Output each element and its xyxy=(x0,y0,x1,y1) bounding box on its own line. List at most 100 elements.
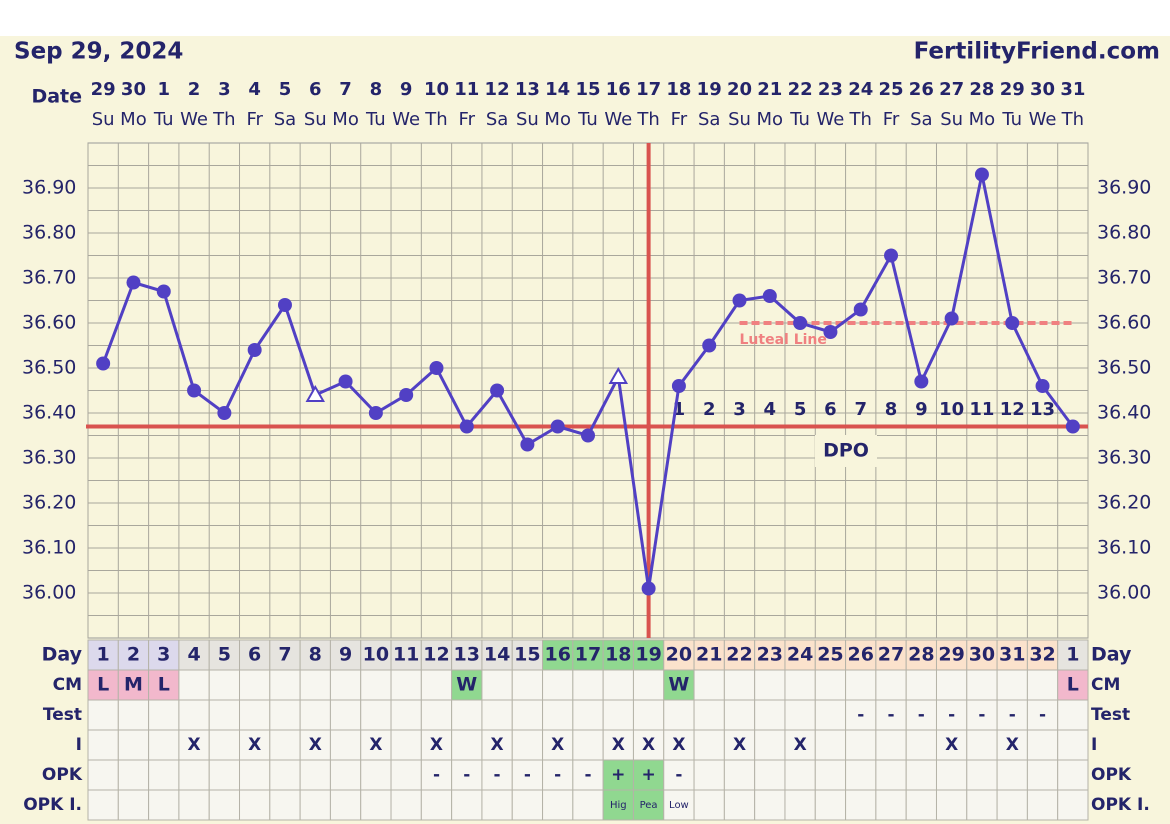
row-label: CM xyxy=(53,675,82,695)
weekday-label: Tu xyxy=(365,109,386,130)
table-cell xyxy=(420,699,453,731)
table-cell xyxy=(996,759,1028,791)
table-cell xyxy=(1026,759,1059,791)
table-cell xyxy=(360,789,392,821)
dpo-number: 2 xyxy=(703,399,716,420)
cell-text: X xyxy=(430,735,443,755)
table-cell xyxy=(935,699,968,731)
cell-text: 30 xyxy=(969,644,995,666)
table-cell xyxy=(784,669,816,701)
cell-text: X xyxy=(672,735,685,755)
table-cell xyxy=(269,699,301,731)
cell-text: X xyxy=(551,735,564,755)
table-cell xyxy=(329,699,362,731)
table-cell xyxy=(299,699,331,731)
table-cell xyxy=(996,669,1028,701)
table-cell xyxy=(814,759,847,791)
table-cell xyxy=(602,669,634,701)
y-tick-label-right: 36.40 xyxy=(1097,402,1151,424)
cell-text: - xyxy=(433,765,440,785)
cell-text: L xyxy=(1067,674,1079,696)
weekday-label: We xyxy=(1029,109,1057,130)
table-cell xyxy=(663,639,695,671)
dpo-number: 10 xyxy=(939,399,964,420)
cell-text: 5 xyxy=(218,644,231,666)
table-cell xyxy=(511,699,544,731)
weekday-label: Th xyxy=(424,109,447,130)
table-cell xyxy=(935,639,968,671)
cell-text: 27 xyxy=(878,644,904,666)
weekday-label: Sa xyxy=(698,109,720,130)
date-label: 12 xyxy=(485,79,510,100)
weekday-label: Th xyxy=(636,109,659,130)
table-cell xyxy=(814,729,847,761)
table-cell xyxy=(1026,699,1059,731)
table-cell xyxy=(390,729,422,761)
weekday-label: Su xyxy=(304,109,327,130)
table-cell xyxy=(178,669,210,701)
y-tick-label: 36.10 xyxy=(22,537,76,559)
table-cell xyxy=(845,669,877,701)
date-label: 9 xyxy=(400,79,413,100)
weekday-label: Mo xyxy=(120,109,147,130)
table-cell xyxy=(117,669,150,701)
table-cell xyxy=(996,729,1028,761)
y-tick-label: 36.50 xyxy=(22,357,76,379)
temperature-point xyxy=(581,428,595,443)
y-tick-label: 36.40 xyxy=(22,402,76,424)
cell-text: 2 xyxy=(127,644,140,666)
table-cell xyxy=(966,699,998,731)
dpo-number: 4 xyxy=(764,399,777,420)
table-cell xyxy=(451,729,483,761)
y-tick-label: 36.60 xyxy=(22,312,76,334)
table-cell xyxy=(390,669,422,701)
dpo-number: 5 xyxy=(794,399,807,420)
table-cell xyxy=(542,729,574,761)
cell-text: 20 xyxy=(666,644,692,666)
date-label: 29 xyxy=(91,79,116,100)
temperature-point xyxy=(156,284,171,299)
table-cell xyxy=(572,789,604,821)
temperature-point xyxy=(338,374,353,389)
table-cell xyxy=(905,789,937,821)
table-cell xyxy=(208,729,241,761)
table-cell xyxy=(996,789,1028,821)
cell-text: - xyxy=(554,765,561,785)
date-label: 8 xyxy=(370,79,383,100)
weekday-label: Sa xyxy=(274,109,296,130)
table-cell xyxy=(905,669,937,701)
row-label-right: CM xyxy=(1091,675,1120,695)
cell-text: X xyxy=(794,735,807,755)
dpo-label: DPO xyxy=(823,440,869,462)
cell-text: 29 xyxy=(938,644,964,666)
temperature-point xyxy=(520,437,535,452)
row-label-right: Test xyxy=(1091,705,1130,725)
table-cell xyxy=(329,759,362,791)
table-cell xyxy=(117,729,150,761)
table-cell xyxy=(511,729,544,761)
y-tick-label-right: 36.00 xyxy=(1097,582,1151,604)
temperature-point xyxy=(793,316,808,330)
table-cell xyxy=(1026,729,1059,761)
weekday-label: Mo xyxy=(757,109,784,130)
table-cell xyxy=(845,729,877,761)
table-cell xyxy=(905,759,937,791)
site-name: FertilityFriend.com xyxy=(914,39,1160,65)
cell-text: L xyxy=(97,674,109,696)
table-cell xyxy=(299,759,331,791)
table-cell xyxy=(572,669,604,701)
temperature-point xyxy=(671,379,686,393)
temperature-point xyxy=(853,302,868,317)
table-cell xyxy=(1057,729,1089,761)
date-label: 5 xyxy=(279,79,292,100)
cell-text: + xyxy=(641,765,655,785)
table-cell xyxy=(360,669,392,701)
table-cell xyxy=(875,759,907,791)
weekday-label: Sa xyxy=(910,109,932,130)
row-label-right: Day xyxy=(1091,644,1132,666)
y-tick-label-right: 36.30 xyxy=(1097,447,1151,469)
temperature-point xyxy=(550,419,565,434)
y-tick-label: 36.00 xyxy=(22,582,76,604)
table-cell xyxy=(390,789,422,821)
table-cell xyxy=(148,699,180,731)
